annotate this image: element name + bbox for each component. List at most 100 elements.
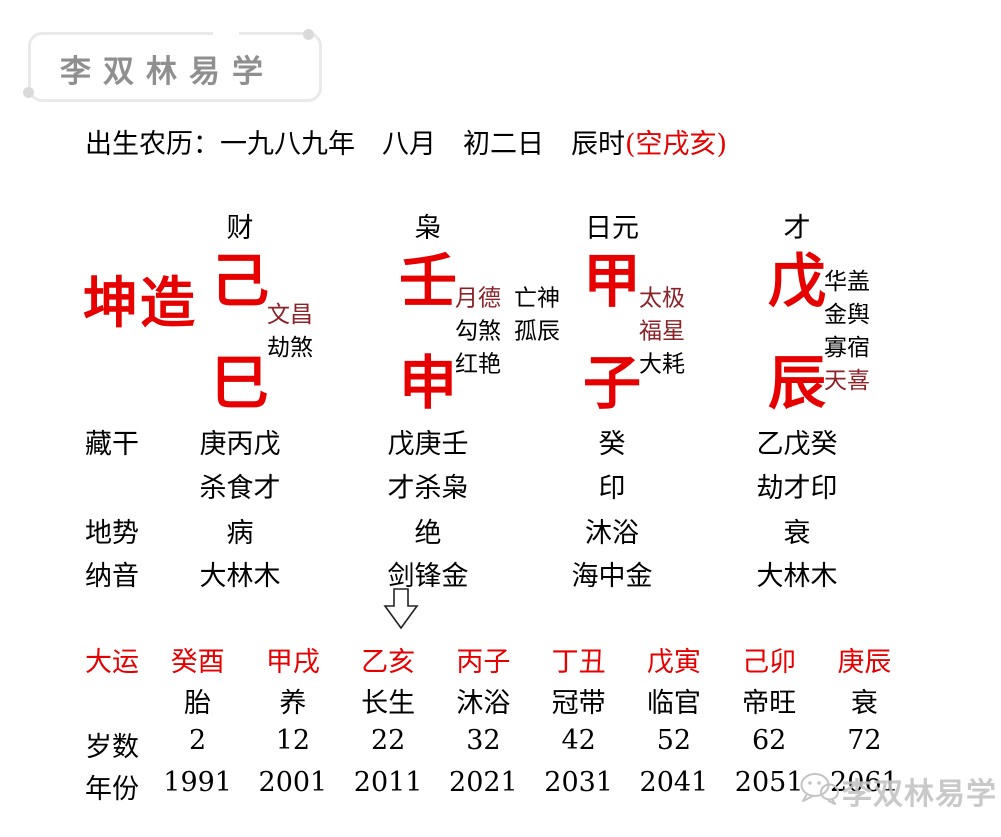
dishi-label: 地势 xyxy=(85,518,139,549)
logo-text: 李双林易学 xyxy=(60,54,275,90)
year-value: 2011 xyxy=(353,767,423,798)
dishi-year: 病 xyxy=(226,518,254,549)
star-label: 华盖 xyxy=(824,269,870,295)
canggan-gods-month: 才杀枭 xyxy=(387,473,469,504)
nayin-month: 剑锋金 xyxy=(387,561,469,592)
age-value: 22 xyxy=(370,725,406,756)
canggan-label: 藏干 xyxy=(85,429,139,460)
dishi-month: 绝 xyxy=(414,518,442,549)
year-value: 2051 xyxy=(734,767,804,798)
canggan-gods-hour: 劫才印 xyxy=(756,473,838,504)
day-stem: 甲 xyxy=(582,247,641,315)
luck-pillar: 己卯 xyxy=(742,647,797,678)
nayin-year: 大林木 xyxy=(199,561,281,592)
ten-god-hour: 才 xyxy=(783,213,811,244)
luck-pillar: 庚辰 xyxy=(837,647,892,678)
month-stem: 壬 xyxy=(398,247,457,315)
age-value: 42 xyxy=(561,725,596,756)
luck-stage: 沐浴 xyxy=(456,688,511,719)
year-value: 2041 xyxy=(639,767,709,798)
dishi-day: 沐浴 xyxy=(585,518,639,549)
canggan-hour: 乙戊癸 xyxy=(756,429,838,460)
year-value: 1991 xyxy=(163,767,232,798)
luck-pillar: 甲戌 xyxy=(265,647,320,678)
pillar-hour: 戊 辰 华盖 金舆 寡宿 天喜 xyxy=(706,250,888,414)
year-branch: 巳 xyxy=(210,349,269,417)
day-branch: 子 xyxy=(582,349,641,417)
watermark: 李双林易学 xyxy=(798,769,997,813)
birth-date: 一九八九年 八月 初二日 辰时 xyxy=(220,129,625,160)
hour-branch: 辰 xyxy=(767,349,826,417)
dayun-stages-row: 胎 养 长生 沐浴 冠带 临官 帝旺 衰 xyxy=(150,681,912,720)
year-stars: 文昌 劫煞 xyxy=(267,299,313,365)
logo-frame-gap xyxy=(213,29,239,38)
dayun-label: 大运 xyxy=(85,647,139,678)
dishi-hour: 衰 xyxy=(783,518,811,549)
nayin-hour: 大林木 xyxy=(756,561,838,592)
year-stem: 己 xyxy=(210,247,269,315)
ten-god-month: 枭 xyxy=(414,213,442,244)
luck-stage: 帝旺 xyxy=(742,688,797,719)
luck-stage: 养 xyxy=(279,688,307,719)
year-value: 2001 xyxy=(258,767,328,798)
star-label: 福星 xyxy=(639,318,685,345)
day-stars: 太极 福星 大耗 xyxy=(639,283,685,382)
pillar-day: 甲 子 太极 福星 大耗 xyxy=(521,250,703,414)
star-label: 孤辰 xyxy=(514,318,560,345)
star-label: 太极 xyxy=(639,285,685,312)
hour-stars: 华盖 金舆 寡宿 天喜 xyxy=(824,266,870,398)
month-branch: 申 xyxy=(398,349,457,417)
logo-corner-dot xyxy=(23,87,34,98)
star-label: 天喜 xyxy=(824,368,870,394)
ages-row: 2 12 22 32 42 52 62 72 xyxy=(150,725,912,756)
luck-pillar: 丙子 xyxy=(456,647,511,678)
luck-stage: 长生 xyxy=(361,688,416,719)
star-label: 红艳 xyxy=(455,351,501,378)
luck-stage: 胎 xyxy=(184,688,212,719)
age-label: 岁数 xyxy=(85,732,139,763)
gender-label: 坤造 xyxy=(83,270,198,335)
wechat-icon xyxy=(798,771,840,811)
canggan-gods-year: 杀食才 xyxy=(199,473,281,504)
star-label: 文昌 xyxy=(267,302,313,328)
ten-god-day: 日元 xyxy=(585,213,639,244)
luck-pillar: 乙亥 xyxy=(361,647,416,678)
logo-frame-gap xyxy=(42,90,118,99)
down-arrow-icon xyxy=(383,588,419,634)
watermark-text: 李双林易学 xyxy=(842,777,997,812)
age-value: 62 xyxy=(751,725,787,756)
star-label: 大耗 xyxy=(639,351,685,378)
star-label: 亡神 xyxy=(514,285,560,312)
age-value: 52 xyxy=(656,725,692,756)
canggan-day: 癸 xyxy=(598,429,626,460)
year-label: 年份 xyxy=(85,774,139,805)
birth-date-line: 出生农历：一九八九年 八月 初二日 辰时(空戌亥) xyxy=(85,122,727,161)
ten-god-year: 财 xyxy=(226,213,254,244)
star-label: 金舆 xyxy=(824,302,870,328)
age-value: 72 xyxy=(847,725,882,756)
pillar-month: 壬 申 月德 勾煞 红艳 亡神 孤辰 xyxy=(337,247,560,417)
age-value: 2 xyxy=(189,725,207,756)
nayin-day: 海中金 xyxy=(571,561,653,592)
star-label: 寡宿 xyxy=(824,335,870,361)
canggan-gods-day: 印 xyxy=(598,473,626,504)
star-label: 月德 xyxy=(455,285,501,312)
luck-pillar: 癸酉 xyxy=(170,647,225,678)
star-label: 勾煞 xyxy=(455,318,501,345)
logo-frame xyxy=(28,32,322,102)
canggan-year: 庚丙戊 xyxy=(199,429,281,460)
canggan-month: 戊庚壬 xyxy=(387,429,469,460)
pillar-year: 己 巳 文昌 劫煞 xyxy=(149,250,331,414)
dayun-pillars-row: 癸酉 甲戌 乙亥 丙子 丁丑 戊寅 己卯 庚辰 xyxy=(150,640,912,679)
year-value: 2031 xyxy=(544,767,613,798)
luck-pillar: 戊寅 xyxy=(646,647,701,678)
luck-stage: 衰 xyxy=(850,688,878,719)
luck-pillar: 丁丑 xyxy=(551,647,606,678)
star-label: 劫煞 xyxy=(267,335,313,361)
void-branches-note: (空戌亥) xyxy=(625,129,728,160)
year-value: 2021 xyxy=(449,767,518,798)
birth-label: 出生农历： xyxy=(85,129,220,160)
year-value: 2061 xyxy=(830,767,899,798)
logo-corner-dot xyxy=(303,29,314,40)
